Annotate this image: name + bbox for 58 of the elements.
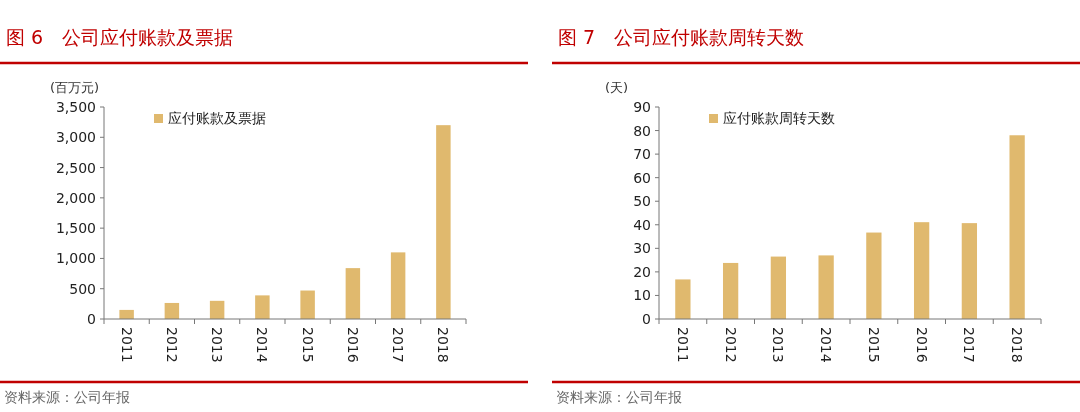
x-tick-label: 2018 xyxy=(435,327,452,363)
bar xyxy=(770,256,787,319)
y-tick-label: 90 xyxy=(633,99,651,115)
x-tick-label: 2017 xyxy=(961,327,978,363)
bar xyxy=(436,125,451,319)
bar xyxy=(119,309,134,319)
bar xyxy=(818,255,834,319)
y-tick-label: 2,500 xyxy=(55,159,96,176)
legend-label: 应付账款及票据 xyxy=(168,110,266,126)
bar xyxy=(961,223,978,319)
y-tick-label: 0 xyxy=(87,311,96,327)
text: 资料来源：公司年报 xyxy=(556,389,682,405)
x-tick-label: 2017 xyxy=(390,327,407,363)
y-tick-label: 2,000 xyxy=(55,189,96,206)
y-tick-label: 500 xyxy=(69,280,96,297)
y-tick-label: 70 xyxy=(633,146,651,163)
y-tick-label: 60 xyxy=(633,169,651,186)
y-tick-label: 30 xyxy=(633,240,651,257)
chart-title: 图 6 公司应付账款及票据 xyxy=(6,26,234,48)
x-tick-label: 2011 xyxy=(118,327,135,363)
y-tick-label: 40 xyxy=(633,216,651,233)
y-axis-title: (天) xyxy=(605,80,629,95)
x-tick-label: 2015 xyxy=(299,327,316,363)
x-tick-label: 2014 xyxy=(254,327,271,363)
y-tick-label: 3,500 xyxy=(55,99,96,115)
x-tick-label: 2011 xyxy=(674,327,691,363)
y-axis-title: (百万元) xyxy=(50,80,100,95)
bar xyxy=(300,290,315,319)
y-tick-label: 50 xyxy=(633,193,651,210)
bar xyxy=(866,232,882,319)
bar xyxy=(345,268,361,319)
text: 资料来源：公司年报 xyxy=(4,389,130,405)
x-tick-label: 2016 xyxy=(344,327,361,363)
x-tick-label: 2013 xyxy=(209,327,226,363)
legend-label: 应付账款周转天数 xyxy=(723,110,835,126)
x-tick-label: 2013 xyxy=(770,327,787,363)
chart-title: 图 7 公司应付账款周转天数 xyxy=(558,26,805,48)
x-tick-label: 2014 xyxy=(818,327,835,363)
bar xyxy=(255,295,270,319)
y-tick-label: 10 xyxy=(633,287,651,304)
y-tick-label: 0 xyxy=(642,311,651,327)
bar xyxy=(209,300,225,319)
bar xyxy=(164,302,180,319)
y-tick-label: 20 xyxy=(633,263,651,280)
bar xyxy=(913,222,930,319)
x-tick-label: 2015 xyxy=(865,327,882,363)
x-tick-label: 2012 xyxy=(722,327,739,363)
bar xyxy=(675,279,691,319)
x-tick-label: 2018 xyxy=(1009,327,1026,363)
bar xyxy=(390,252,406,319)
bar xyxy=(1009,135,1025,319)
x-tick-label: 2012 xyxy=(163,327,180,363)
y-tick-label: 1,500 xyxy=(55,220,96,237)
y-tick-label: 80 xyxy=(633,122,651,139)
bar xyxy=(722,262,739,319)
x-tick-label: 2016 xyxy=(913,327,930,363)
y-tick-label: 1,000 xyxy=(55,250,96,267)
y-tick-label: 3,000 xyxy=(55,129,96,146)
